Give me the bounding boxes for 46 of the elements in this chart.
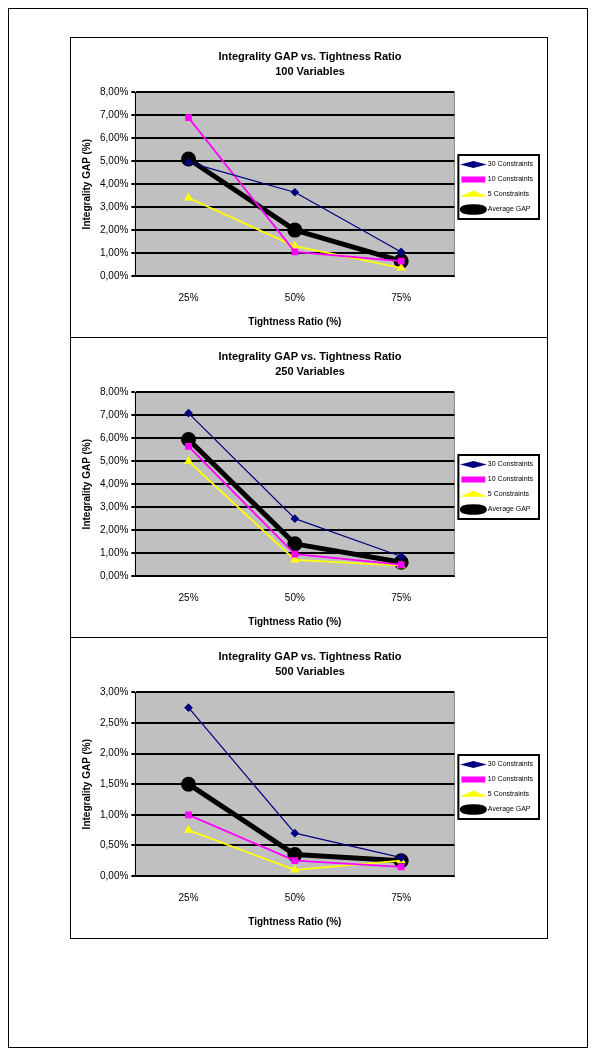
x-tick-label: 50% bbox=[284, 291, 305, 303]
y-tick-label: 3,00% bbox=[100, 200, 129, 212]
chart-subtitle: 500 Variables bbox=[275, 664, 345, 677]
chart-title: Integrality GAP vs. Tightness Ratio bbox=[218, 349, 402, 362]
y-tick-label: 0,00% bbox=[100, 269, 129, 281]
y-tick-label: 6,00% bbox=[100, 432, 129, 444]
y-tick-label: 2,00% bbox=[100, 523, 129, 535]
y-tick-label: 3,00% bbox=[100, 500, 129, 512]
y-tick-label: 3,00% bbox=[100, 686, 129, 698]
y-tick-label: 0,50% bbox=[100, 839, 129, 851]
chart-subtitle: 100 Variables bbox=[275, 64, 345, 77]
x-tick-label: 25% bbox=[178, 891, 199, 903]
y-tick-label: 8,00% bbox=[100, 386, 129, 398]
y-axis-title: Integrality GAP (%) bbox=[80, 139, 92, 230]
x-tick-label: 25% bbox=[178, 591, 199, 603]
y-tick-label: 7,00% bbox=[100, 109, 129, 121]
x-tick-label: 25% bbox=[178, 291, 199, 303]
chart-title: Integrality GAP vs. Tightness Ratio bbox=[218, 649, 402, 662]
x-tick-label: 50% bbox=[284, 891, 305, 903]
x-axis-title: Tightness Ratio (%) bbox=[248, 915, 342, 927]
x-tick-label: 75% bbox=[391, 291, 412, 303]
y-tick-label: 2,00% bbox=[100, 223, 129, 235]
y-axis-title: Integrality GAP (%) bbox=[80, 439, 92, 530]
x-tick-label: 50% bbox=[284, 591, 305, 603]
y-tick-label: 1,50% bbox=[100, 777, 129, 789]
y-tick-label: 5,00% bbox=[100, 455, 129, 466]
y-tick-label: 8,00% bbox=[100, 86, 129, 98]
y-tick-label: 1,00% bbox=[100, 546, 129, 558]
y-tick-label: 1,00% bbox=[100, 246, 129, 258]
x-axis-title: Tightness Ratio (%) bbox=[248, 315, 342, 327]
y-tick-label: 7,00% bbox=[100, 409, 129, 421]
y-tick-label: 4,00% bbox=[100, 177, 129, 189]
x-axis-title: Tightness Ratio (%) bbox=[248, 615, 342, 627]
y-tick-label: 1,00% bbox=[100, 808, 129, 820]
y-tick-label: 5,00% bbox=[100, 155, 129, 166]
y-tick-label: 4,00% bbox=[100, 477, 129, 489]
y-tick-label: 2,00% bbox=[100, 747, 129, 759]
y-tick-label: 6,00% bbox=[100, 132, 129, 144]
y-tick-label: 2,50% bbox=[100, 716, 129, 728]
y-tick-label: 0,00% bbox=[100, 869, 129, 881]
x-tick-label: 75% bbox=[391, 591, 412, 603]
y-tick-label: 0,00% bbox=[100, 569, 129, 581]
x-tick-label: 75% bbox=[391, 891, 412, 903]
y-axis-title: Integrality GAP (%) bbox=[80, 739, 92, 830]
chart-title: Integrality GAP vs. Tightness Ratio bbox=[218, 49, 402, 62]
chart-subtitle: 250 Variables bbox=[275, 364, 345, 377]
